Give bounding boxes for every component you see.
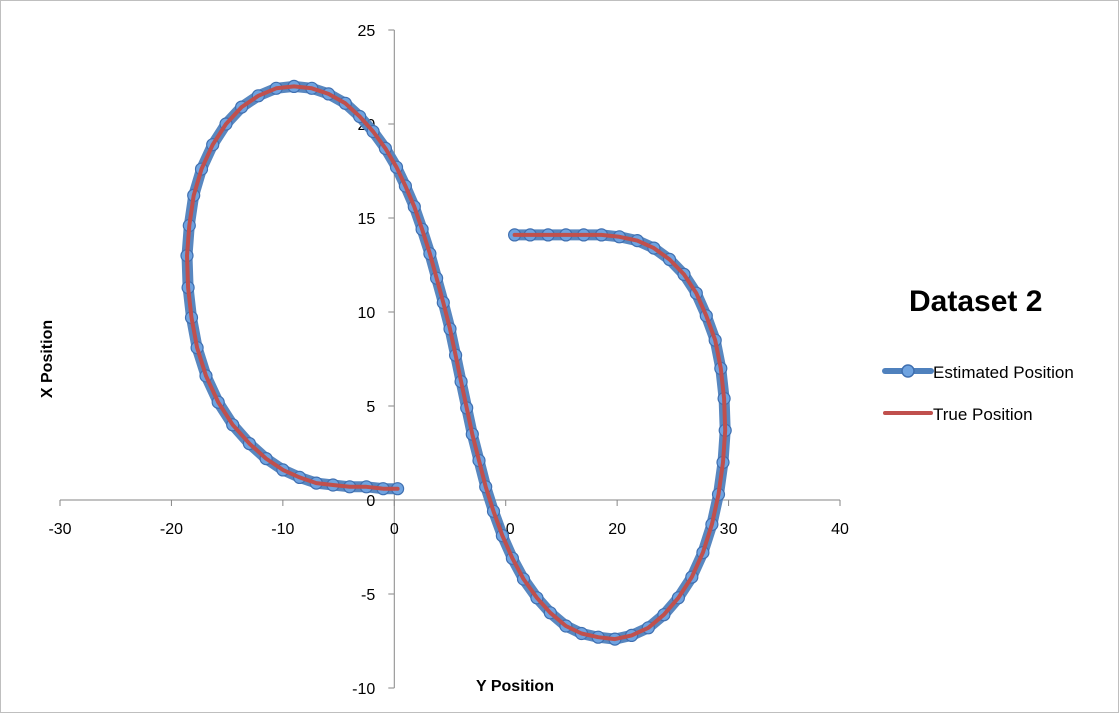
legend-label-estimated: Estimated Position	[933, 363, 1074, 382]
legend-item-estimated: Estimated Position	[882, 363, 1074, 382]
x-tick-label: -10	[271, 521, 294, 538]
y-axis-title: X Position	[39, 320, 56, 398]
series-true-line	[185, 84, 728, 642]
y-tick-label: 15	[357, 211, 375, 228]
y-tick-label: 10	[357, 305, 375, 322]
y-tick-label: 25	[357, 23, 375, 40]
legend-label-true: True Position	[933, 405, 1033, 424]
series-layer	[180, 79, 732, 646]
legend-swatch-estimated-marker	[901, 364, 915, 378]
y-tick-label: 5	[366, 399, 375, 416]
x-tick-label: 0	[390, 521, 399, 538]
x-tick-label: -30	[48, 521, 71, 538]
legend: Estimated Position True Position	[882, 363, 1074, 424]
x-tick-label: 20	[608, 521, 626, 538]
y-tick-label: -5	[361, 587, 375, 604]
x-axis-title: Y Position	[476, 678, 554, 695]
labels-layer: Dataset 2 Y Position X Position	[39, 285, 1042, 695]
x-tick-label: 30	[720, 521, 738, 538]
y-tick-label: -10	[352, 681, 375, 698]
y-tick-label: 0	[366, 493, 375, 510]
x-tick-label: -20	[160, 521, 183, 538]
legend-item-true: True Position	[883, 405, 1033, 424]
x-tick-label: 40	[831, 521, 849, 538]
chart-title: Dataset 2	[909, 285, 1042, 318]
